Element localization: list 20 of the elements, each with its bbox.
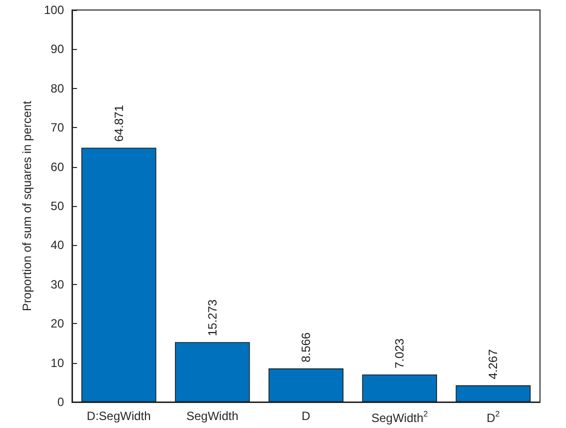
x-tick-label: SegWidth xyxy=(186,409,238,423)
y-tick-label: 50 xyxy=(50,199,64,213)
y-tick-label: 30 xyxy=(50,277,64,292)
y-tick-label: 10 xyxy=(50,356,64,370)
y-tick-label: 20 xyxy=(50,316,64,331)
data-label: 15.273 xyxy=(205,299,220,336)
y-axis-title: Proportion of sum of squares in percent xyxy=(20,100,34,312)
x-tick-label: D xyxy=(302,409,311,423)
x-tick-label: D:SegWidth xyxy=(86,409,151,423)
y-tick-label: 90 xyxy=(50,42,64,56)
y-tick-label: 80 xyxy=(50,81,64,96)
data-label: 8.566 xyxy=(299,332,313,362)
y-tick-label: 100 xyxy=(44,3,64,17)
y-tick-label: 60 xyxy=(50,160,64,174)
data-label: 64.871 xyxy=(112,104,126,142)
y-tick-label: 0 xyxy=(57,395,64,409)
data-label: 4.267 xyxy=(486,348,500,380)
y-tick-label: 70 xyxy=(50,120,64,135)
data-label: 7.023 xyxy=(392,338,407,368)
y-tick-label: 40 xyxy=(50,238,64,252)
